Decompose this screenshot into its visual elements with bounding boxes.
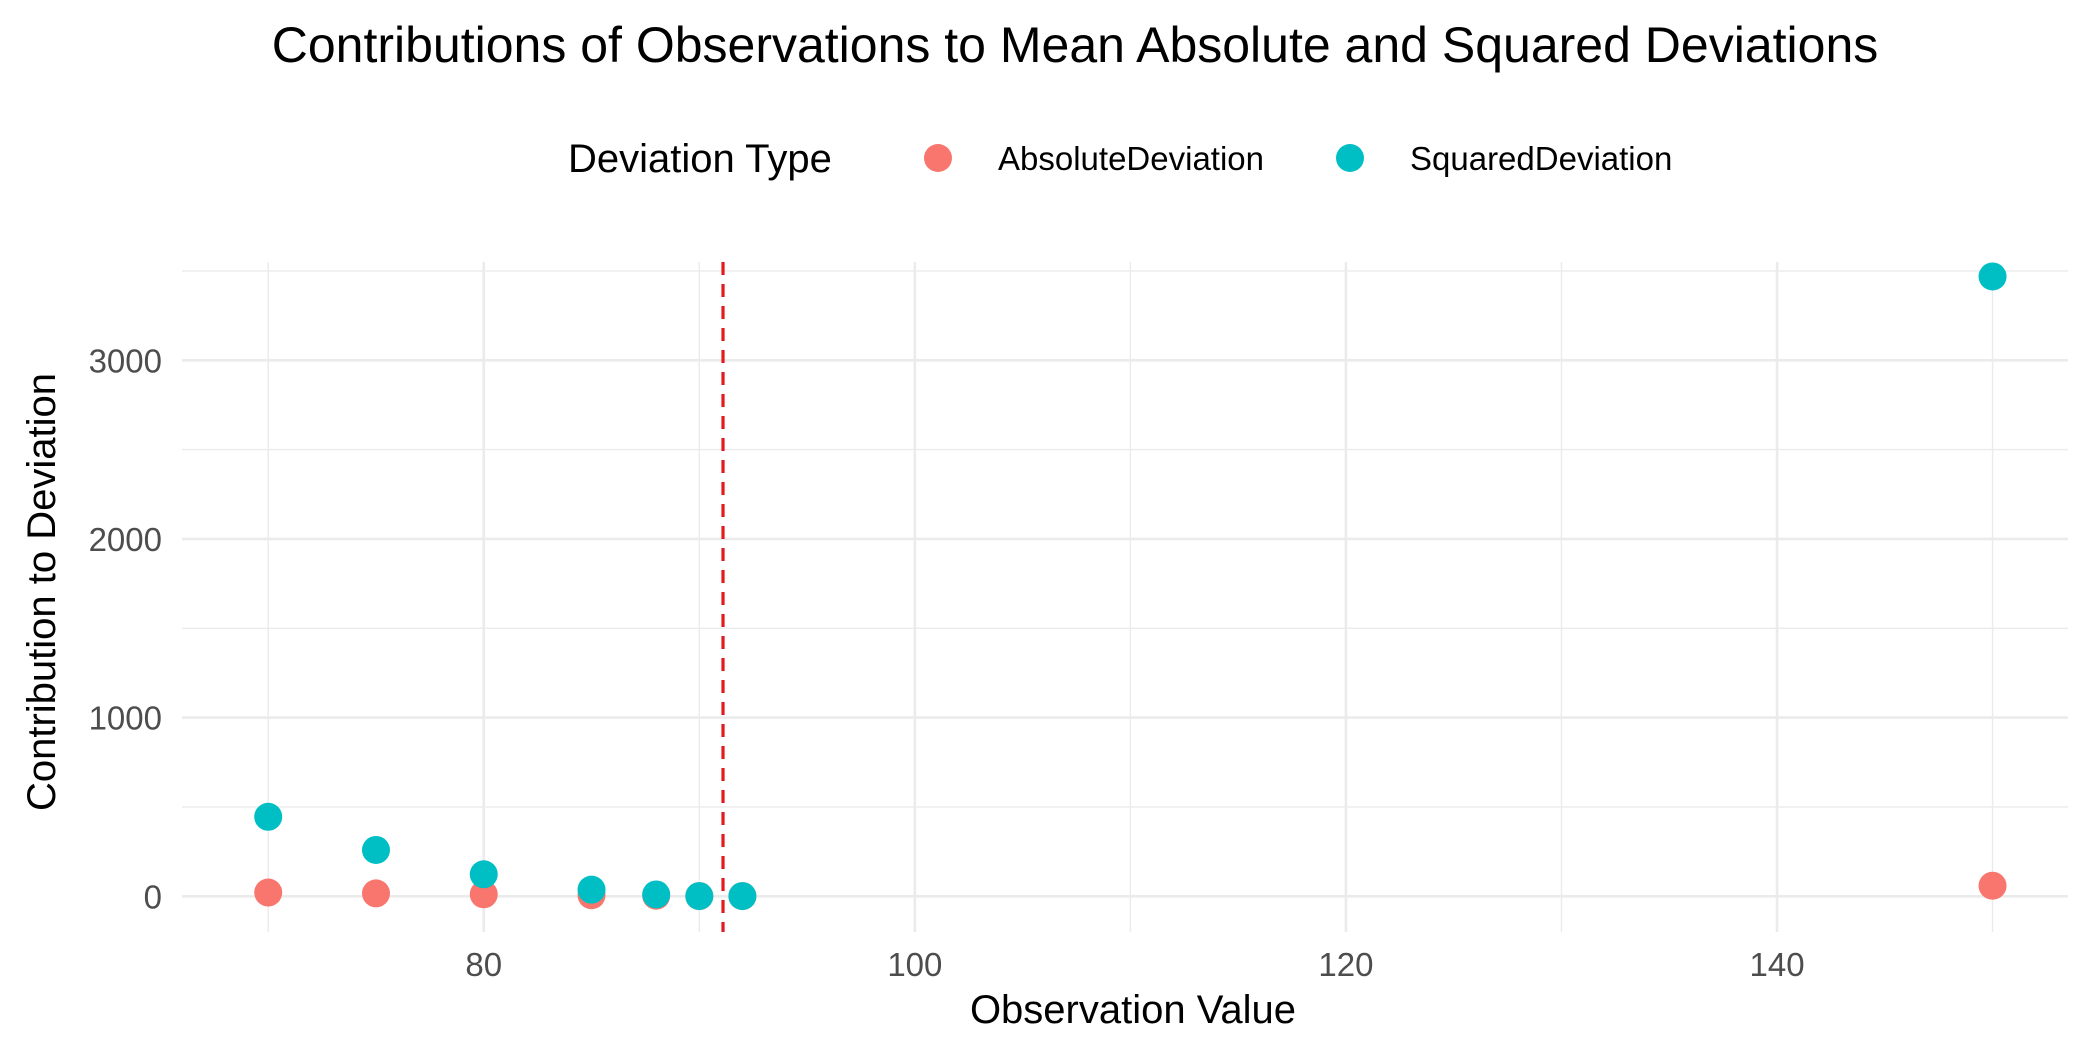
legend-title: Deviation Type [568, 137, 832, 181]
y-axis-title: Contribution to Deviation [20, 373, 64, 811]
point-absolutedeviation [254, 878, 283, 907]
x-tick-label: 100 [887, 946, 942, 983]
y-tick-label: 3000 [89, 342, 162, 379]
legend-label-absolutedeviation: AbsoluteDeviation [998, 140, 1264, 177]
point-squareddeviation [685, 882, 714, 911]
point-squareddeviation [728, 882, 757, 911]
legend-label-squareddeviation: SquaredDeviation [1410, 140, 1672, 177]
point-squareddeviation [361, 835, 390, 864]
x-tick-label: 120 [1318, 946, 1373, 983]
x-axis-ticks: 80 100 120 140 [465, 946, 1804, 983]
chart-title: Contributions of Observations to Mean Ab… [272, 17, 1879, 73]
point-squareddeviation [254, 802, 283, 831]
y-tick-label: 2000 [89, 521, 162, 558]
point-squareddeviation [642, 880, 671, 909]
y-axis-ticks: 0 1000 2000 3000 [89, 342, 162, 915]
point-squareddeviation [577, 875, 606, 904]
legend-key-squareddeviation [1336, 144, 1364, 172]
point-squareddeviation [469, 860, 498, 889]
x-tick-label: 140 [1749, 946, 1804, 983]
y-tick-label: 0 [144, 878, 162, 915]
point-absolutedeviation [469, 880, 498, 909]
legend-items: AbsoluteDeviation SquaredDeviation [924, 140, 1672, 177]
y-tick-label: 1000 [89, 700, 162, 737]
legend-key-absolutedeviation [924, 144, 952, 172]
point-absolutedeviation [361, 879, 390, 908]
data-points [254, 262, 2007, 911]
x-axis-title: Observation Value [970, 988, 1296, 1032]
x-tick-label: 80 [465, 946, 502, 983]
plot-grid [182, 262, 2068, 932]
point-squareddeviation [1978, 262, 2007, 291]
point-absolutedeviation [1978, 871, 2007, 900]
legend: Deviation Type AbsoluteDeviation SquaredD… [568, 137, 1672, 181]
